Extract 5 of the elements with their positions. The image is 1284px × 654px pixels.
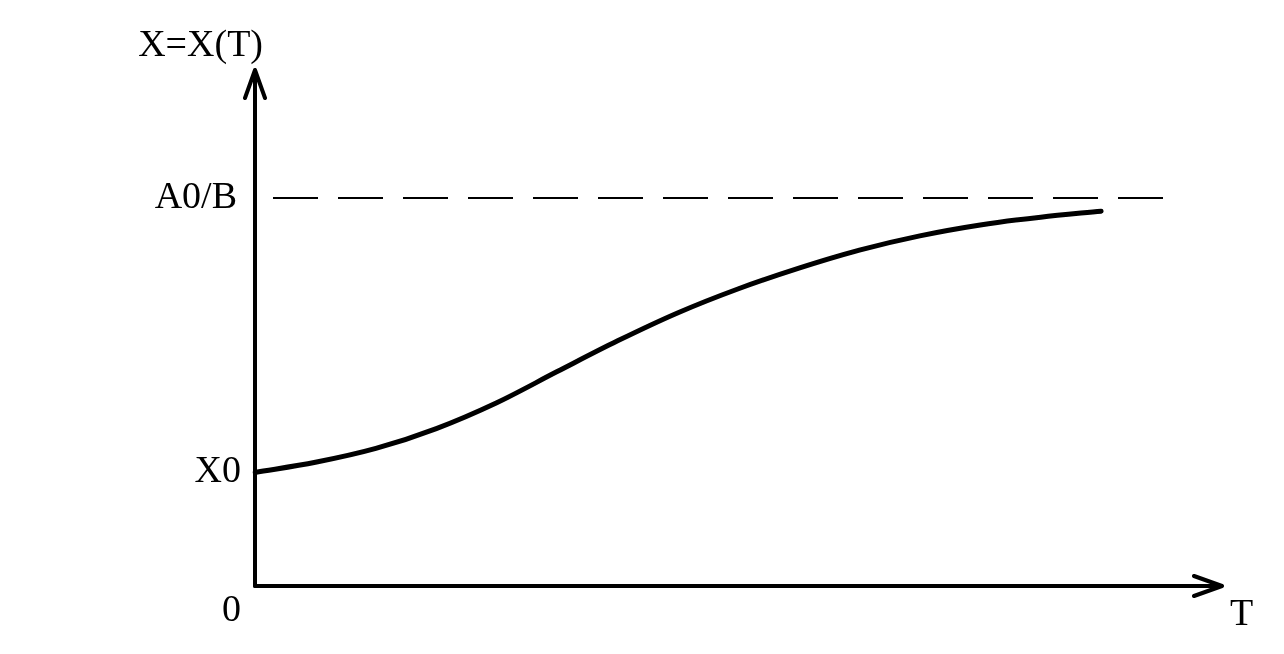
text: 0 (222, 586, 241, 629)
y-axis-title: X=X(T) (138, 22, 263, 65)
x-axis-title: T (1230, 590, 1254, 633)
ref-line-label: A0/B (154, 174, 237, 217)
text: X0 (194, 448, 241, 491)
